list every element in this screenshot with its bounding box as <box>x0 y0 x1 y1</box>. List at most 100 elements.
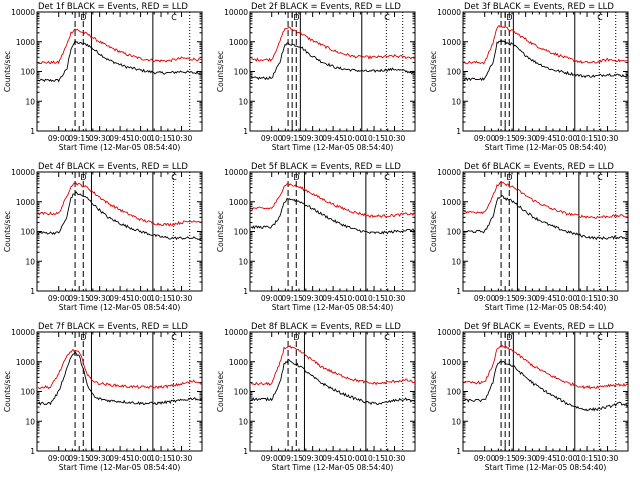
x-tick-label: 09:45 <box>322 134 344 143</box>
top-marker-label: C <box>171 13 177 22</box>
x-tick-label: 10:00 <box>556 294 578 303</box>
y-tick-label: 1 <box>30 127 35 136</box>
y-tick-label: 1000 <box>229 358 248 367</box>
y-tick-label: 100 <box>234 228 249 237</box>
x-tick-label: 09:15 <box>68 134 90 143</box>
x-axis-label: Start Time (12-Mar-05 08:54:40) <box>59 303 181 312</box>
x-tick-label: 10:00 <box>130 454 152 463</box>
top-marker-label: D <box>506 173 512 182</box>
y-tick-label: 1 <box>456 287 461 296</box>
detector-panel: Det 8f BLACK = Events, RED = LLD 1 10 100 10… <box>216 322 416 472</box>
x-axis-label: Start Time (12-Mar-05 08:54:40) <box>272 143 394 152</box>
x-tick-label: 09:00 <box>474 454 496 463</box>
y-tick-label: 10 <box>451 97 461 106</box>
panel-title: Det 3f BLACK = Events, RED = LLD <box>464 2 614 12</box>
x-tick-label: 10:15 <box>150 454 172 463</box>
x-tick-label: 10:30 <box>384 134 406 143</box>
series-line <box>37 350 203 406</box>
panel-title: Det 7f BLACK = Events, RED = LLD <box>38 322 188 332</box>
y-axis-label: Counts/sec <box>429 51 438 92</box>
x-tick-label: 10:15 <box>363 454 385 463</box>
detector-panel: Det 2f BLACK = Events, RED = LLD 1 10 100 10… <box>216 2 416 152</box>
x-tick-label: 09:45 <box>109 454 131 463</box>
y-tick-label: 10000 <box>11 168 35 177</box>
x-tick-label: 09:15 <box>494 294 516 303</box>
x-tick-label: 09:00 <box>48 134 70 143</box>
plot-frame <box>36 331 203 452</box>
detector-panel: Det 3f BLACK = Events, RED = LLD 1 10 100 10… <box>429 2 629 152</box>
y-axis-label: Counts/sec <box>429 211 438 252</box>
x-tick-label: 09:00 <box>261 454 283 463</box>
detector-panel: Det 5f BLACK = Events, RED = LLD 1 10 100 10… <box>216 162 416 312</box>
series-line <box>250 358 416 406</box>
panel-title: Det 1f BLACK = Events, RED = LLD <box>38 2 188 12</box>
series-line <box>250 345 416 386</box>
y-tick-label: 10000 <box>224 328 248 337</box>
series-line <box>37 39 203 83</box>
x-tick-label: 10:30 <box>597 454 619 463</box>
x-tick-label: 09:00 <box>48 294 70 303</box>
detector-panel: Det 7f BLACK = Events, RED = LLD 1 10 100 10… <box>3 322 203 472</box>
y-tick-label: 1 <box>456 127 461 136</box>
y-tick-label: 1000 <box>229 38 248 47</box>
x-tick-label: 10:00 <box>343 454 365 463</box>
y-tick-label: 100 <box>447 68 462 77</box>
y-tick-label: 100 <box>234 68 249 77</box>
x-tick-label: 09:15 <box>494 454 516 463</box>
y-tick-label: 1 <box>243 287 248 296</box>
x-tick-label: 10:00 <box>343 294 365 303</box>
panel-title: Det 6f BLACK = Events, RED = LLD <box>464 162 614 172</box>
x-tick-label: 09:30 <box>89 134 111 143</box>
x-tick-label: 10:30 <box>171 294 193 303</box>
y-tick-label: 10 <box>451 257 461 266</box>
x-tick-label: 09:00 <box>261 294 283 303</box>
x-tick-label: 09:30 <box>302 134 324 143</box>
y-tick-label: 1000 <box>442 198 461 207</box>
y-tick-label: 1 <box>30 447 35 456</box>
y-tick-label: 100 <box>21 228 36 237</box>
y-tick-label: 10000 <box>437 8 461 17</box>
x-tick-label: 10:00 <box>130 134 152 143</box>
top-marker-label: C <box>597 333 603 342</box>
x-tick-label: 09:00 <box>474 294 496 303</box>
x-tick-label: 09:45 <box>322 454 344 463</box>
panel-title: Det 8f BLACK = Events, RED = LLD <box>251 322 401 332</box>
x-tick-label: 10:30 <box>384 454 406 463</box>
top-marker-label: C <box>597 173 603 182</box>
x-tick-label: 10:30 <box>171 134 193 143</box>
x-tick-label: 10:15 <box>363 294 385 303</box>
x-tick-label: 09:00 <box>261 134 283 143</box>
panel-title: Det 2f BLACK = Events, RED = LLD <box>251 2 401 12</box>
y-tick-label: 1000 <box>442 358 461 367</box>
x-tick-label: 10:00 <box>556 454 578 463</box>
x-tick-label: 10:15 <box>150 134 172 143</box>
y-axis-label: Counts/sec <box>216 211 225 252</box>
x-tick-label: 10:00 <box>130 294 152 303</box>
y-tick-label: 1000 <box>16 358 35 367</box>
x-tick-label: 09:15 <box>68 294 90 303</box>
y-tick-label: 10 <box>451 417 461 426</box>
y-tick-label: 10 <box>238 257 248 266</box>
x-tick-label: 10:15 <box>363 134 385 143</box>
x-axis-label: Start Time (12-Mar-05 08:54:40) <box>272 463 394 472</box>
x-tick-label: 09:45 <box>535 454 557 463</box>
top-marker-label: D <box>293 13 299 22</box>
detector-panel: Det 1f BLACK = Events, RED = LLD 1 10 100 10… <box>3 2 203 152</box>
x-tick-label: 10:15 <box>576 134 598 143</box>
y-tick-label: 10000 <box>437 328 461 337</box>
x-axis-label: Start Time (12-Mar-05 08:54:40) <box>272 303 394 312</box>
x-tick-label: 09:30 <box>515 454 537 463</box>
x-tick-label: 09:15 <box>281 294 303 303</box>
y-tick-label: 1 <box>243 127 248 136</box>
top-marker-label: C <box>384 333 390 342</box>
series-line <box>464 195 629 241</box>
y-tick-label: 10000 <box>11 328 35 337</box>
y-tick-label: 1000 <box>16 38 35 47</box>
detector-panel: Det 6f BLACK = Events, RED = LLD 1 10 100 10… <box>429 162 629 312</box>
x-axis-label: Start Time (12-Mar-05 08:54:40) <box>59 463 181 472</box>
y-tick-label: 1000 <box>442 38 461 47</box>
x-tick-label: 09:30 <box>89 294 111 303</box>
x-tick-label: 09:30 <box>302 454 324 463</box>
x-tick-label: 10:30 <box>384 294 406 303</box>
x-tick-label: 09:45 <box>109 294 131 303</box>
